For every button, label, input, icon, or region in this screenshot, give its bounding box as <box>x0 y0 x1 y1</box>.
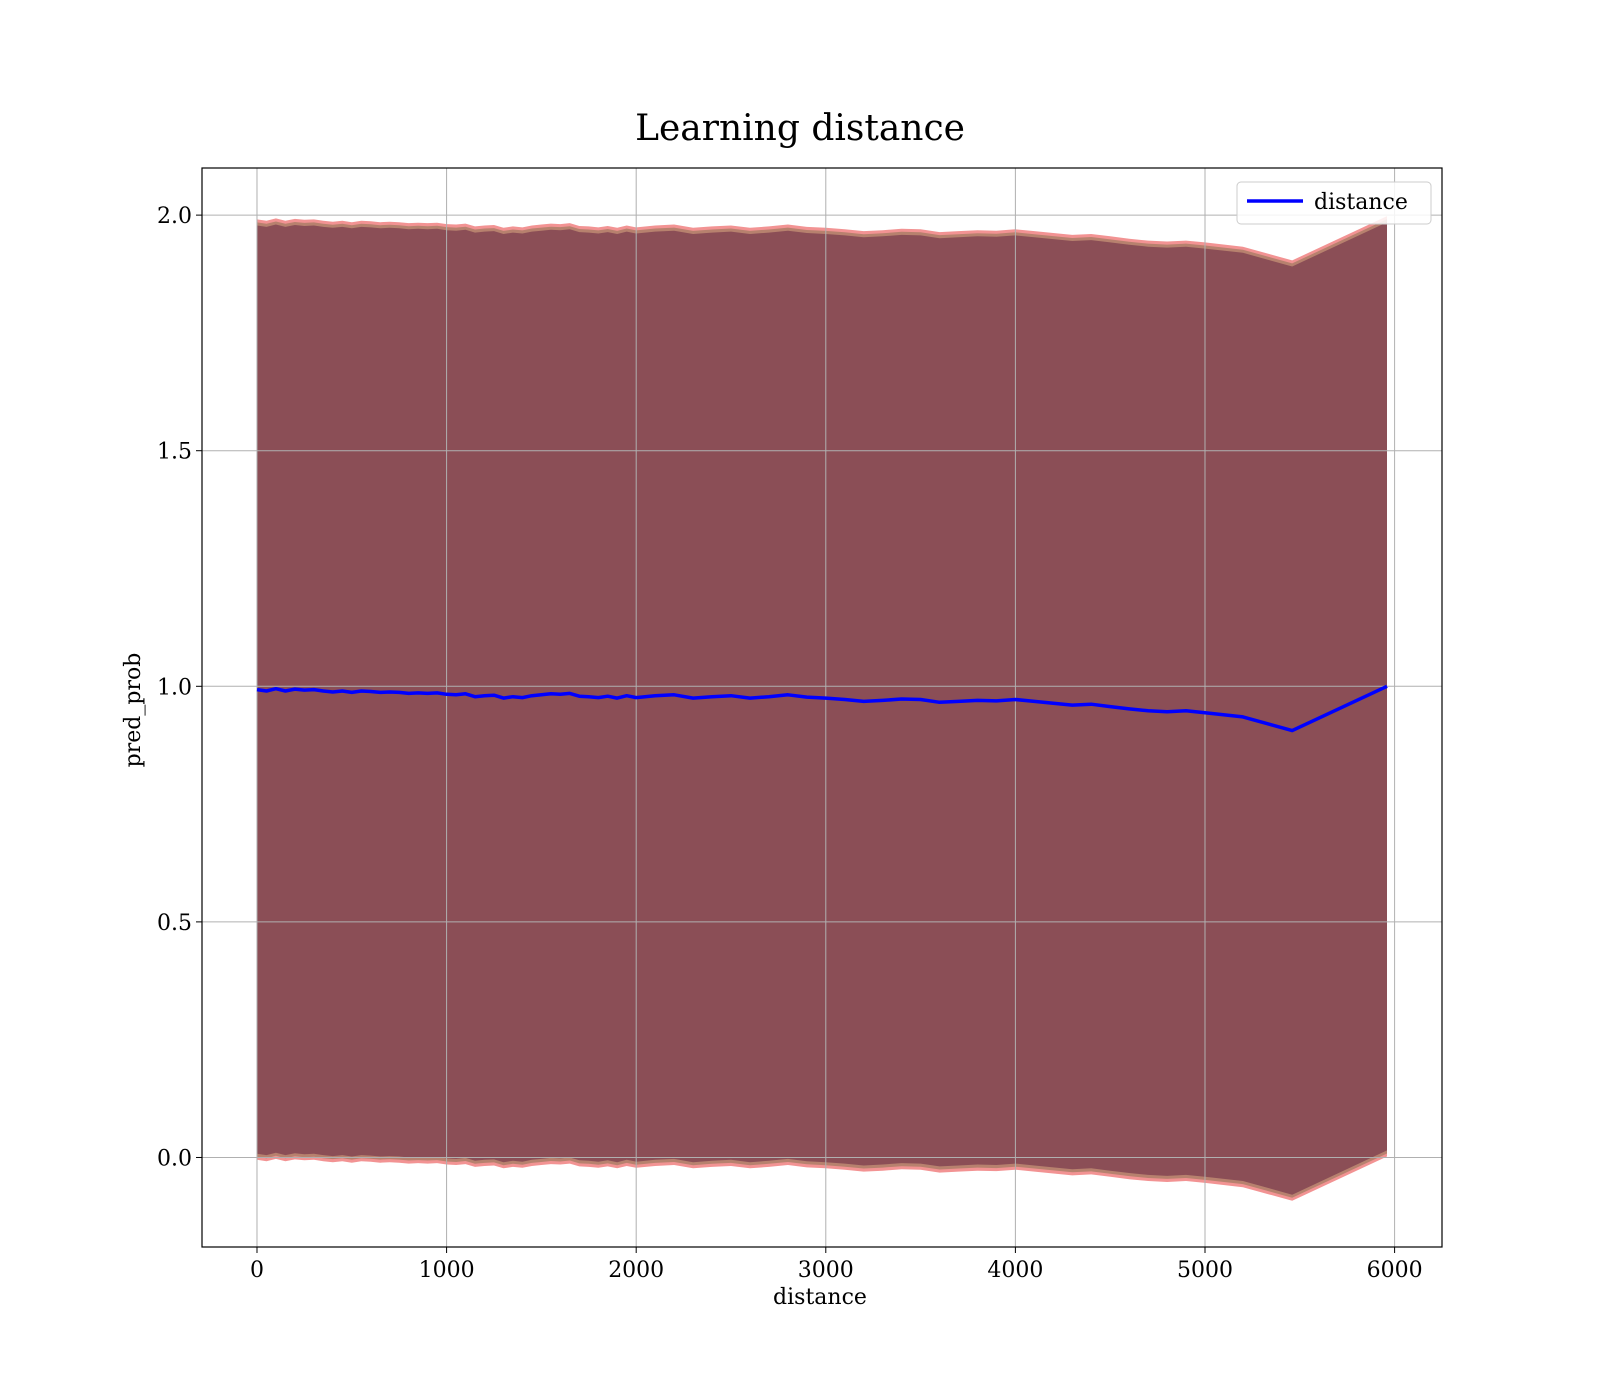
x-tick-label: 3000 <box>798 1258 854 1283</box>
x-tick-label: 1000 <box>419 1258 475 1283</box>
y-tick-label: 0.0 <box>157 1146 192 1171</box>
axes-frame <box>201 167 1443 1248</box>
x-axis-label: distance <box>773 1285 867 1310</box>
y-tick-label: 1.0 <box>157 675 192 700</box>
chart-title: Learning distance <box>635 108 965 149</box>
legend-label-distance: distance <box>1314 190 1408 215</box>
y-tick-label: 0.5 <box>157 911 192 936</box>
y-tick-label: 1.5 <box>157 440 192 465</box>
series-line-distance <box>256 684 1388 733</box>
x-tick-label: 4000 <box>987 1258 1043 1283</box>
plot-area: 0 1000 2000 3000 4000 5000 6000 0.0 0.5 1.0 1.5 2.0… <box>157 167 1443 1283</box>
confidence-band-inner <box>257 222 1387 1195</box>
x-tick-label: 2000 <box>608 1258 664 1283</box>
x-tick-label: 6000 <box>1367 1258 1423 1283</box>
y-tick-label: 2.0 <box>157 204 192 229</box>
x-tick-label: 5000 <box>1177 1258 1233 1283</box>
legend-box <box>1236 181 1432 225</box>
y-axis-label: pred_prob <box>121 653 146 768</box>
x-tick-label: 0 <box>250 1258 264 1283</box>
legend: distance <box>1236 181 1432 225</box>
